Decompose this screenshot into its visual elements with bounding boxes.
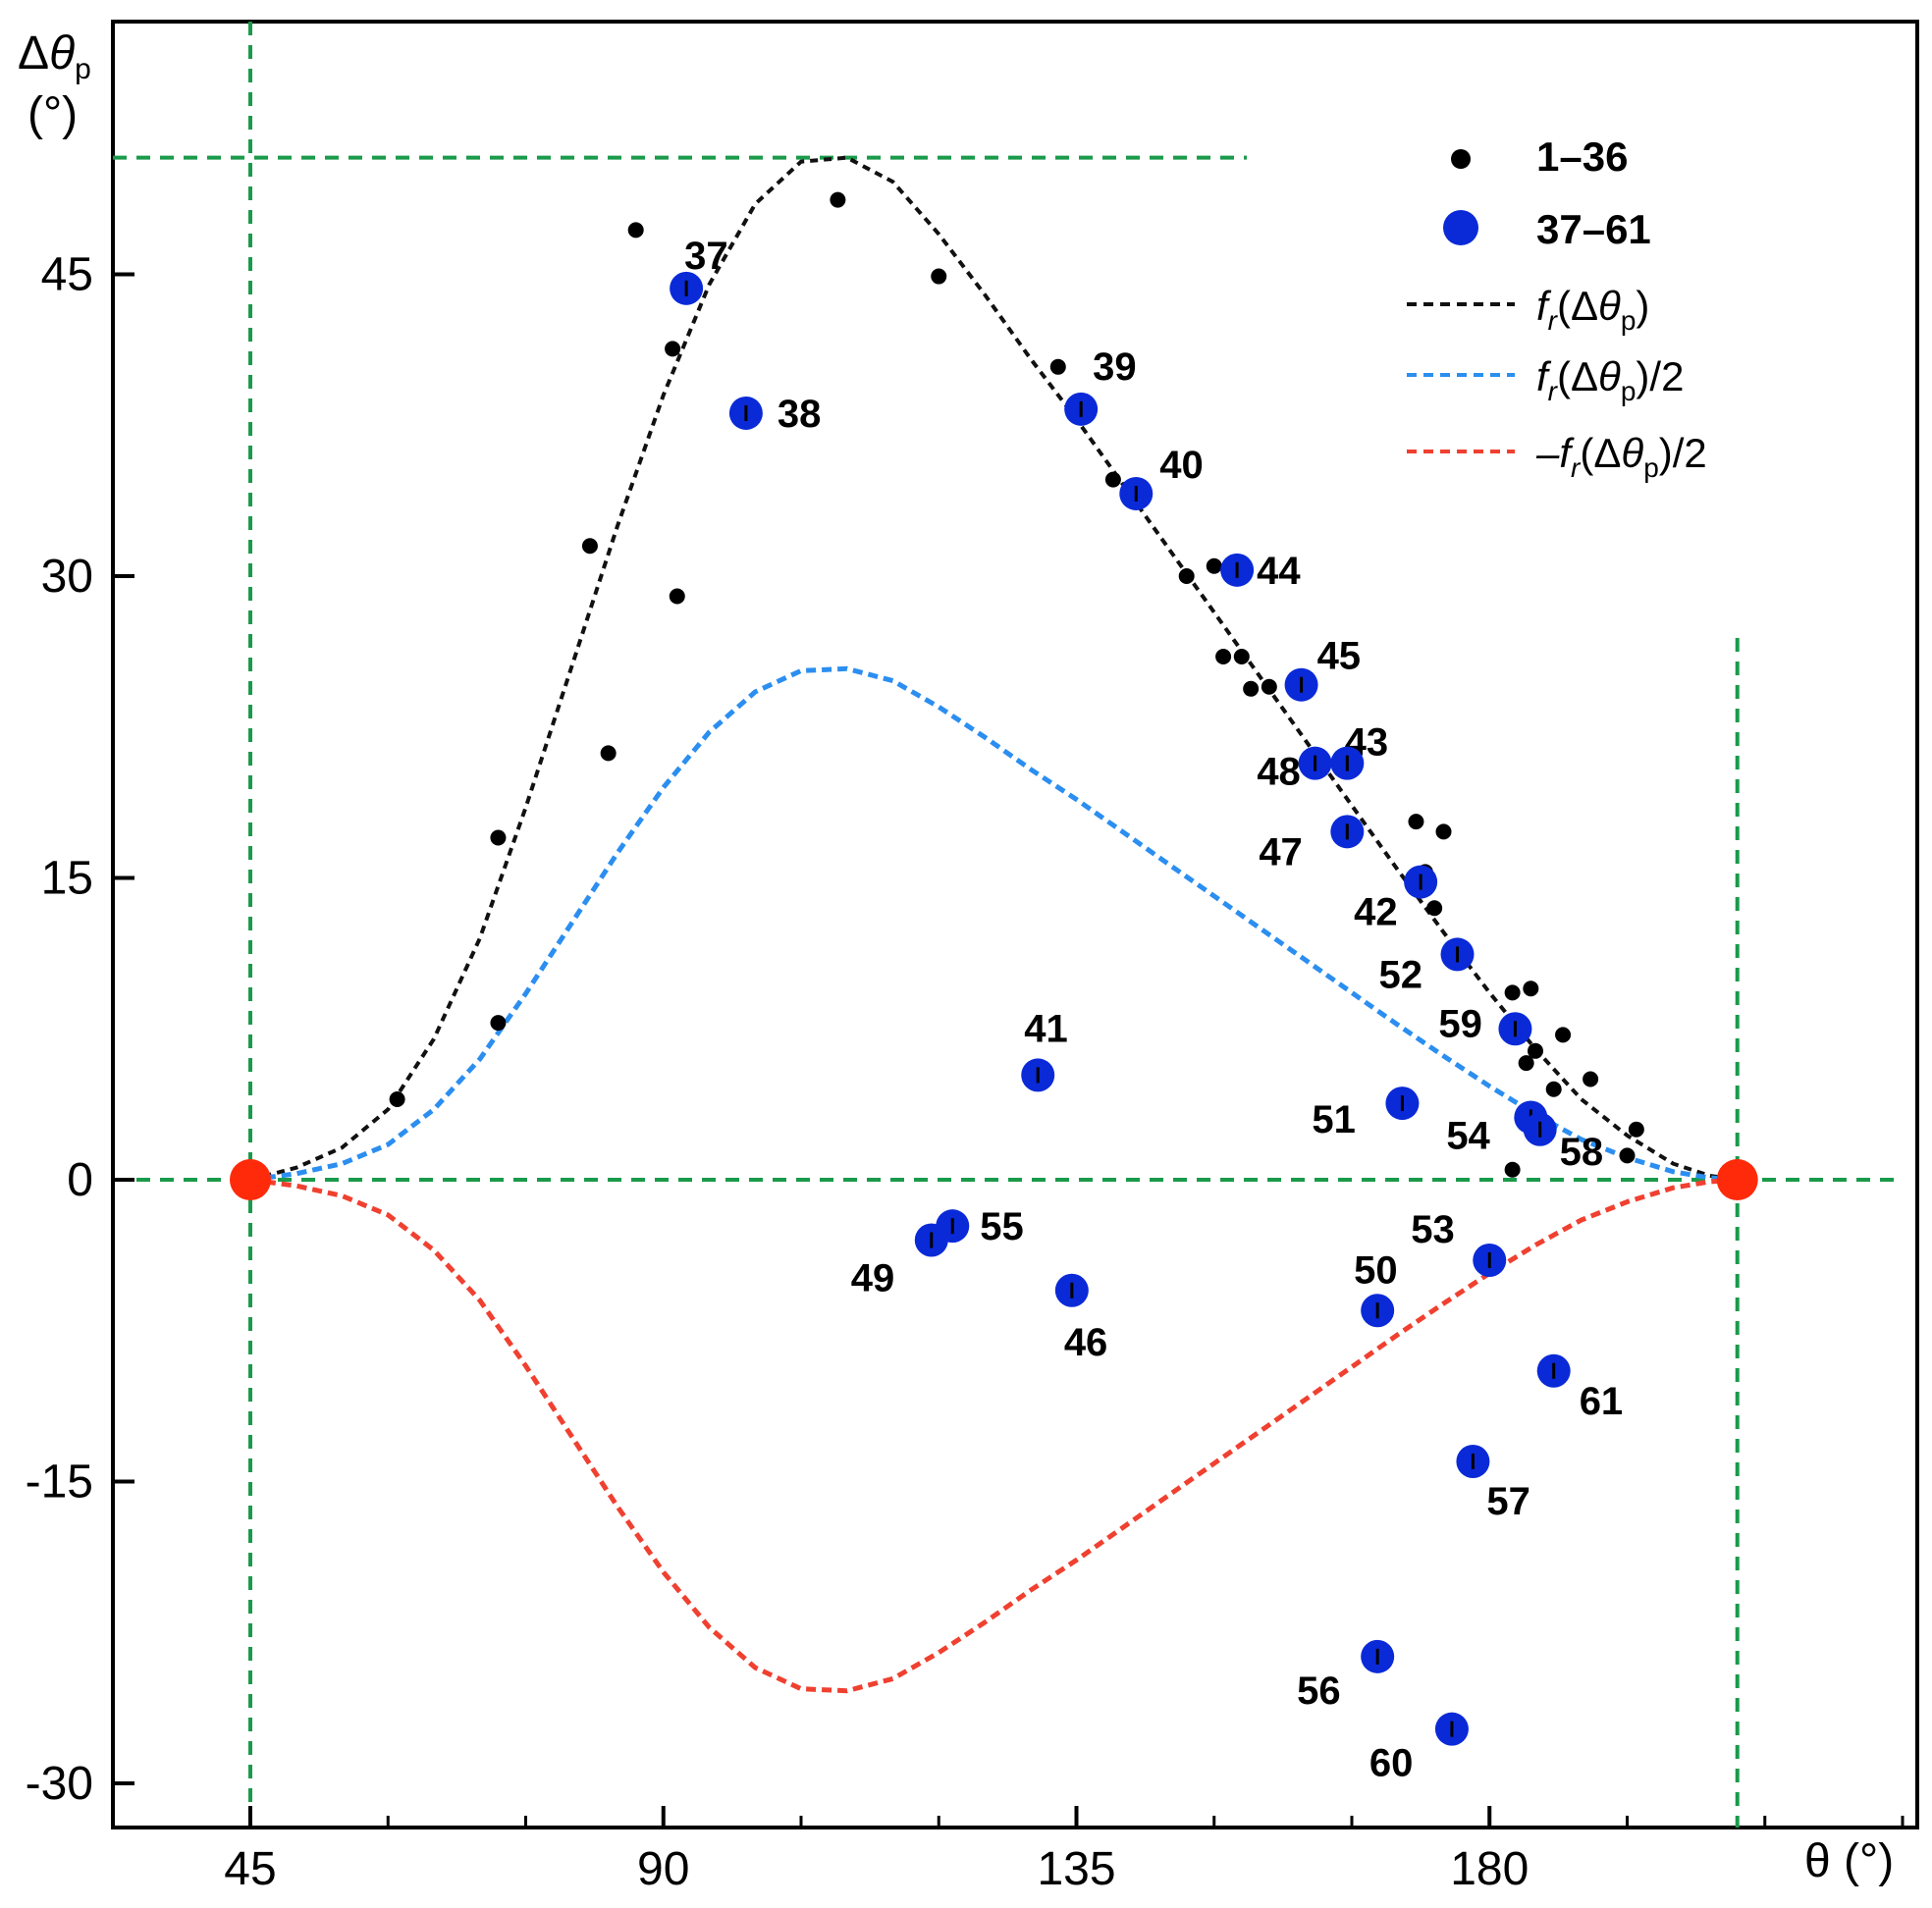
x-tick-label: 180: [1450, 1843, 1529, 1895]
data-label: 51: [1312, 1098, 1356, 1141]
data-label: 55: [980, 1205, 1024, 1248]
data-label: 60: [1369, 1742, 1414, 1785]
data-point-small: [1504, 1161, 1521, 1178]
y-tick-label: 15: [41, 853, 93, 905]
legend-label: fr(Δθp)/2: [1536, 353, 1684, 406]
data-point-small: [1206, 557, 1222, 574]
data-label: 40: [1159, 444, 1204, 487]
data-label: 48: [1257, 751, 1301, 794]
data-label: 45: [1317, 635, 1362, 678]
data-point-small: [1243, 680, 1260, 697]
y-axis-title-unit: (°): [27, 88, 78, 140]
data-point-small: [669, 588, 685, 605]
x-axis-title: θ (°): [1804, 1835, 1894, 1887]
data-point-small: [389, 1091, 405, 1107]
y-tick-label: -15: [26, 1457, 93, 1509]
endpoint-marker: [1716, 1159, 1758, 1200]
data-point-small: [1178, 568, 1195, 584]
data-point-small: [1545, 1081, 1562, 1097]
x-tick-label: 45: [224, 1843, 276, 1895]
data-label: 37: [684, 235, 728, 278]
y-tick-label: -30: [26, 1758, 93, 1810]
data-point-small: [1583, 1071, 1599, 1087]
data-point-small: [1408, 814, 1424, 830]
data-label: 46: [1064, 1321, 1108, 1364]
data-label: 42: [1354, 891, 1398, 934]
data-label: 44: [1257, 550, 1301, 593]
data-point-small: [830, 191, 846, 208]
data-label: 53: [1411, 1208, 1455, 1251]
y-axis-title: Δθp: [18, 27, 91, 85]
data-point-small: [490, 829, 507, 846]
legend-label: –fr(Δθp)/2: [1535, 430, 1707, 483]
legend: 1–36 37–61 fr(Δθp) fr(Δθp)/2 –fr(Δθp)/2: [1407, 133, 1707, 483]
data-point-small: [1215, 649, 1232, 664]
data-point-small: [1619, 1147, 1636, 1164]
legend-label: 1–36: [1536, 133, 1628, 180]
data-point-small: [490, 1015, 507, 1032]
data-point-small: [581, 538, 598, 555]
data-point-small: [1504, 984, 1521, 1001]
plot-frame: [111, 20, 1919, 1829]
legend-marker-small-dot: [1451, 149, 1471, 169]
data-point-small: [600, 745, 617, 762]
curves: [249, 155, 1738, 1694]
data-label: 47: [1259, 830, 1303, 874]
data-point-small: [1528, 1042, 1543, 1059]
data-point-small: [1261, 678, 1277, 695]
data-point-small: [931, 268, 947, 285]
data-label: 61: [1580, 1380, 1624, 1423]
endpoints: [230, 1159, 1758, 1200]
data-label: 59: [1438, 1002, 1482, 1045]
legend-label: 37–61: [1536, 206, 1651, 252]
reference-lines: [113, 22, 1898, 1828]
x-tick-label: 135: [1037, 1843, 1115, 1895]
y-tick-label: 30: [41, 551, 93, 603]
data-label: 39: [1093, 345, 1137, 389]
y-axis-title-line1: Δθp: [18, 27, 91, 85]
data-point-small: [1555, 1027, 1572, 1043]
curve-f-half: [249, 665, 1738, 1183]
data-label: 58: [1560, 1131, 1604, 1174]
legend-label: fr(Δθp): [1536, 283, 1649, 336]
data-label: 41: [1024, 1007, 1068, 1050]
legend-marker-large-dot: [1443, 210, 1478, 245]
endpoint-marker: [230, 1159, 271, 1200]
data-point-small: [1049, 358, 1066, 375]
data-point-small: [1435, 823, 1452, 840]
data-point-small: [1628, 1121, 1644, 1138]
data-label: 49: [851, 1257, 895, 1300]
y-tick-label: 45: [41, 249, 93, 301]
data-point-small: [1523, 980, 1539, 997]
data-label: 38: [778, 393, 822, 436]
data-point-small: [1518, 1055, 1534, 1072]
data-label: 54: [1446, 1114, 1490, 1157]
x-tick-label: 90: [637, 1843, 689, 1895]
data-point-small: [627, 222, 644, 238]
curve-neg-f-half: [249, 1177, 1738, 1694]
data-point-small: [1426, 900, 1443, 917]
data-label: 52: [1379, 953, 1423, 996]
data-point-small: [665, 341, 681, 357]
axis-ticks: 45 90 135 180 45 30 15 0 -15 -30: [26, 249, 1905, 1895]
data-point-small: [1233, 649, 1250, 664]
data-point-small: [1104, 471, 1121, 488]
data-label: 56: [1297, 1670, 1341, 1713]
y-tick-label: 0: [67, 1154, 93, 1206]
data-label: 50: [1354, 1248, 1398, 1292]
data-label: 57: [1486, 1480, 1530, 1523]
